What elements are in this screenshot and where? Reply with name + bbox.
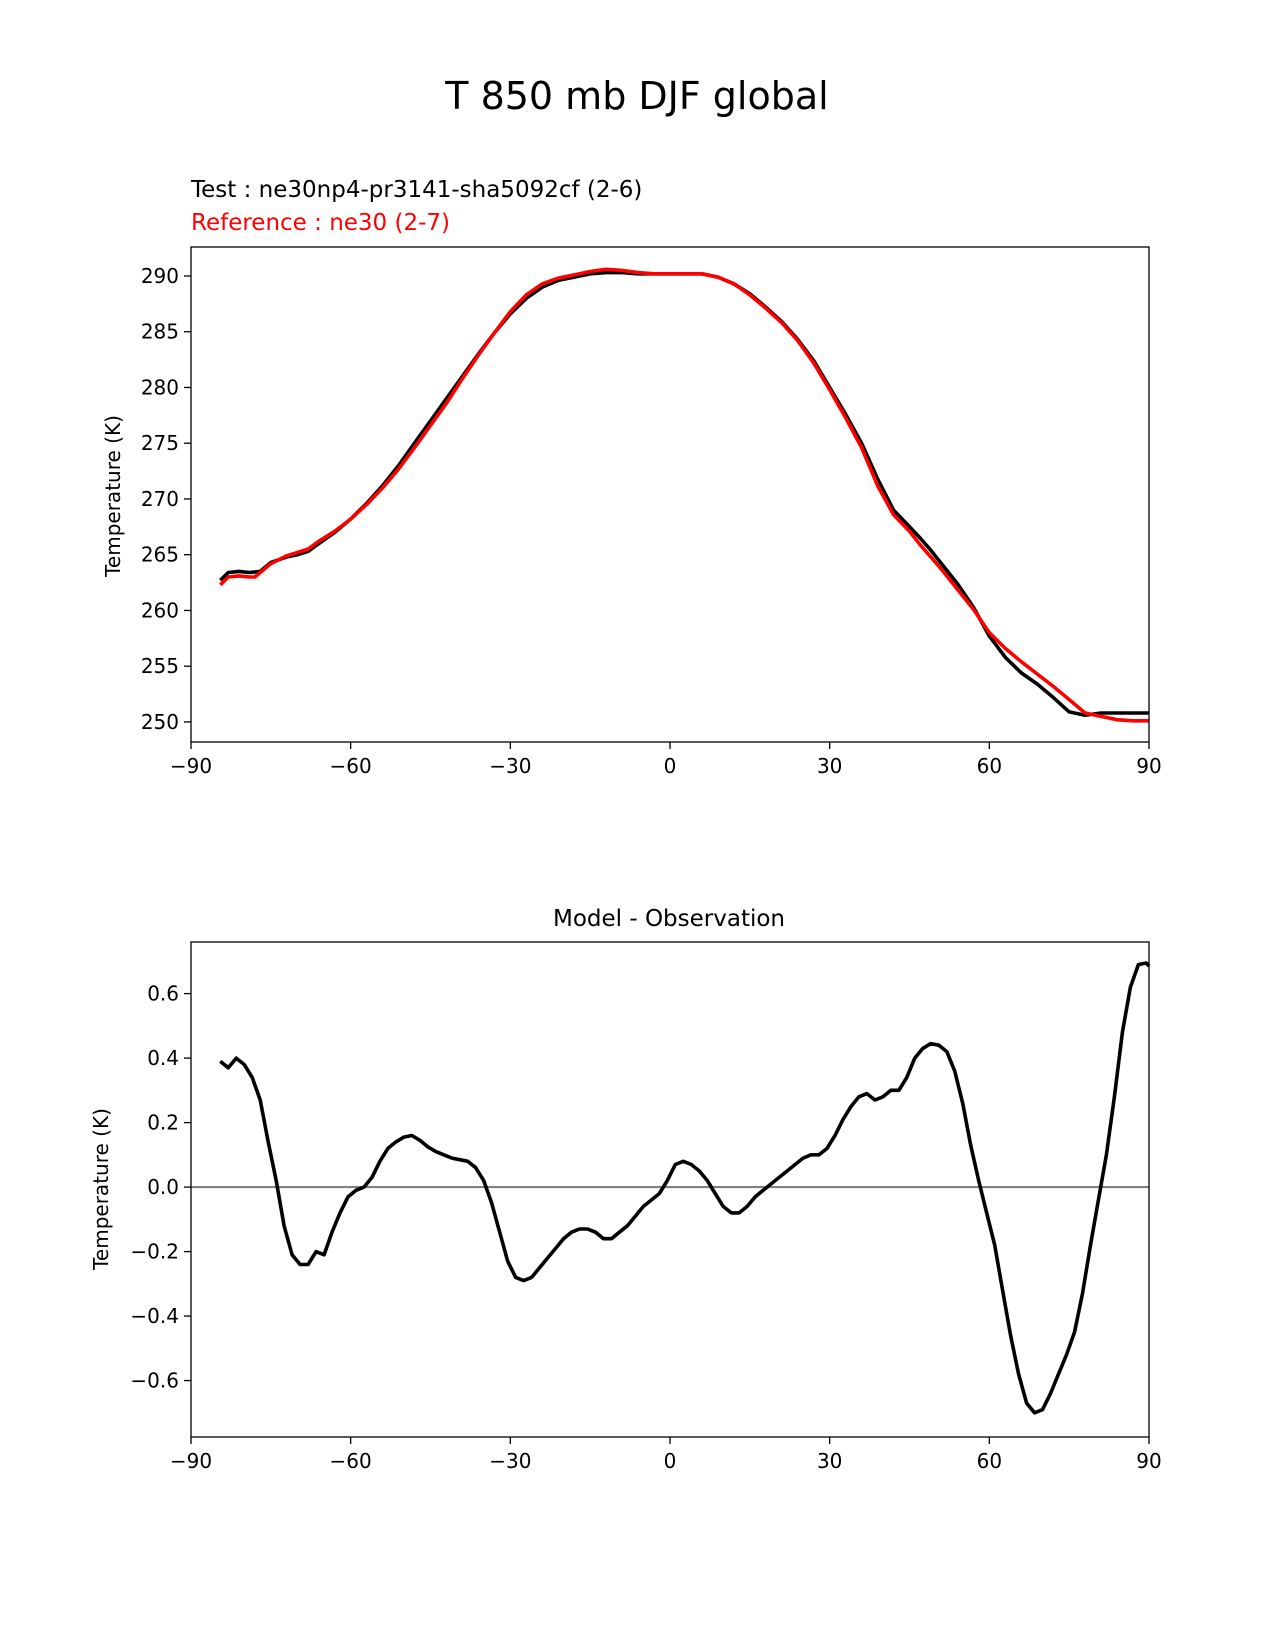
top-y-tick-label: 265 (141, 543, 179, 567)
bottom-y-tick-label: 0.6 (147, 982, 179, 1006)
bottom-x-tick-label: −90 (170, 1449, 212, 1473)
bottom-y-tick-label: 0.0 (147, 1175, 179, 1199)
top-x-tick-label: −90 (170, 754, 212, 778)
top-ylabel: Temperature (K) (101, 415, 125, 578)
top-y-tick-label: 275 (141, 431, 179, 455)
bottom-x-tick-label: 30 (817, 1449, 842, 1473)
legend-test-label: Test : ne30np4-pr3141-sha5092cf (2-6) (190, 177, 642, 203)
bottom-x-tick-label: −30 (489, 1449, 531, 1473)
bottom-y-tick-label: 0.4 (147, 1046, 179, 1070)
top-y-tick-label: 270 (141, 487, 179, 511)
top-x-tick-label: 30 (817, 754, 842, 778)
top-panel: Test : ne30np4-pr3141-sha5092cf (2-6) Re… (101, 177, 1162, 778)
top-y-tick-label: 260 (141, 598, 179, 622)
bottom-title: Model - Observation (553, 906, 785, 932)
top-y-tick-label: 255 (141, 654, 179, 678)
bottom-ylabel: Temperature (K) (89, 1108, 113, 1271)
top-y-tick-label: 285 (141, 320, 179, 344)
bottom-x-tick-label: −60 (330, 1449, 372, 1473)
bottom-plot-frame (190, 941, 1150, 1438)
top-series-group (219, 267, 1149, 723)
bottom-y-tick-label: −0.2 (130, 1240, 179, 1264)
top-x-tick-label: 0 (664, 754, 677, 778)
bottom-y-tick-label: 0.2 (147, 1111, 179, 1135)
bottom-x-tick-label: 60 (977, 1449, 1002, 1473)
top-y-ticks: 250 255 260 265 270 275 280 285 290 (141, 264, 191, 734)
top-x-tick-label: −60 (330, 754, 372, 778)
bottom-x-tick-label: 0 (664, 1449, 677, 1473)
legend-reference-label: Reference : ne30 (2-7) (191, 210, 450, 236)
bottom-y-ticks: −0.6 −0.4 −0.2 0.0 0.2 0.4 0.6 (130, 982, 191, 1393)
top-y-tick-label: 290 (141, 264, 179, 288)
top-series-reference (219, 267, 1149, 723)
bottom-panel: Model - Observation Temperature (K) −0.6… (89, 906, 1162, 1473)
top-series-test (219, 270, 1149, 718)
top-y-tick-label: 250 (141, 710, 179, 734)
bottom-x-tick-label: 90 (1136, 1449, 1161, 1473)
bottom-series-model-observation (219, 961, 1151, 1415)
top-x-tick-label: 60 (977, 754, 1002, 778)
bottom-y-tick-label: −0.6 (130, 1369, 179, 1393)
top-y-tick-label: 280 (141, 375, 179, 399)
bottom-y-tick-label: −0.4 (130, 1304, 179, 1328)
top-plot-frame (190, 246, 1150, 743)
top-x-tick-label: −30 (489, 754, 531, 778)
bottom-x-ticks: −90 −60 −30 0 30 60 90 (170, 1437, 1162, 1473)
top-x-ticks: −90 −60 −30 0 30 60 90 (170, 742, 1162, 778)
top-x-tick-label: 90 (1136, 754, 1161, 778)
figure-title: T 850 mb DJF global (444, 74, 828, 118)
bottom-series-group (219, 961, 1151, 1415)
